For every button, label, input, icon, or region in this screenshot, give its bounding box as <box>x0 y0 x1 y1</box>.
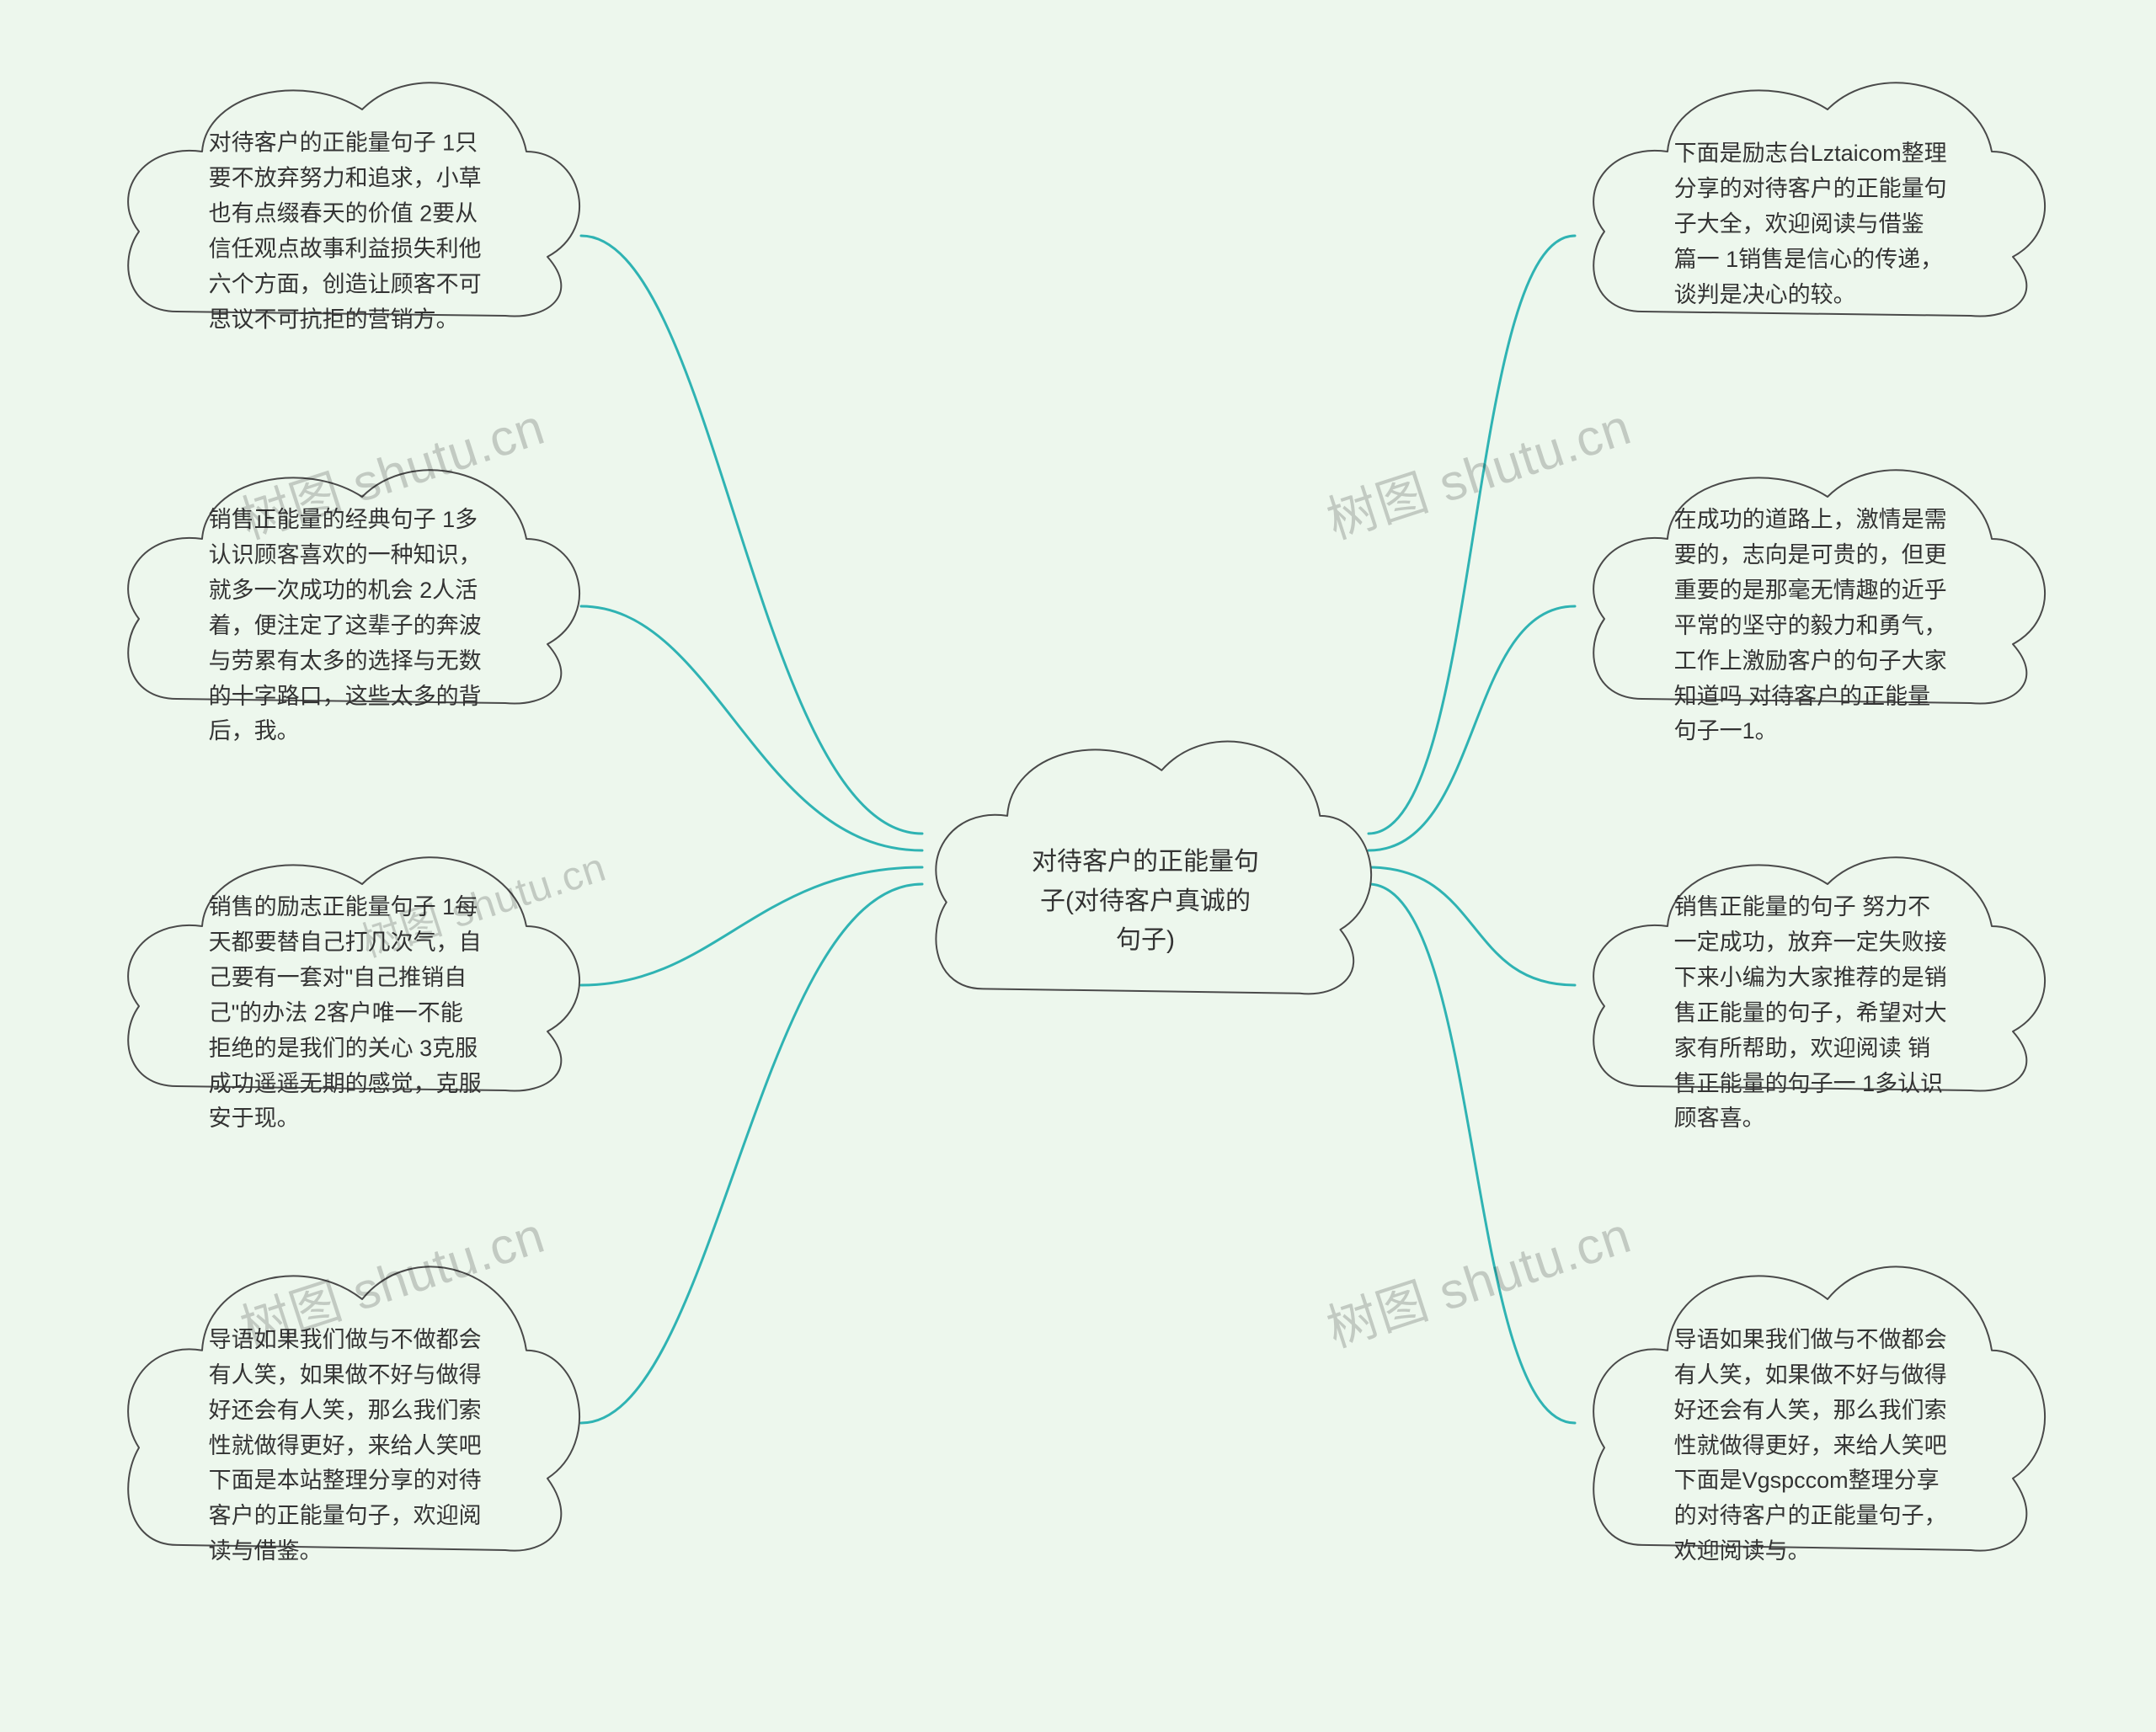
cloud-node-left-2: 销售的励志正能量句子 1每天都要替自己打几次气，自己要有一套对"自己推销自己"的… <box>109 834 581 1145</box>
cloud-node-left-3: 导语如果我们做与不做都会有人笑，如果做不好与做得好还会有人笑，那么我们索性就做得… <box>109 1238 581 1617</box>
cloud-text-right-0: 下面是励志台Lztaicom整理分享的对待客户的正能量句子大全，欢迎阅读与借鉴 … <box>1674 137 1948 313</box>
cloud-node-left-1: 销售正能量的经典句子 1多认识顾客喜欢的一种知识，就多一次成功的机会 2人活着，… <box>109 446 581 758</box>
cloud-text-right-3: 导语如果我们做与不做都会有人笑，如果做不好与做得好还会有人笑，那么我们索性就做得… <box>1674 1323 1948 1569</box>
cloud-text-left-0: 对待客户的正能量句子 1只要不放弃努力和追求，小草也有点缀春天的价值 2要从信任… <box>209 126 483 338</box>
connector-3 <box>581 884 922 1423</box>
cloud-node-left-0: 对待客户的正能量句子 1只要不放弃努力和追求，小草也有点缀春天的价值 2要从信任… <box>109 59 581 370</box>
cloud-node-center: 对待客户的正能量句子(对待客户真诚的句子) <box>918 716 1373 1053</box>
connector-1 <box>581 606 922 850</box>
cloud-text-right-2: 销售正能量的句子 努力不一定成功，放弃一定失败接下来小编为大家推荐的是销售正能量… <box>1674 891 1948 1138</box>
cloud-text-center: 对待客户的正能量句子(对待客户真诚的句子) <box>1032 843 1259 961</box>
cloud-node-right-3: 导语如果我们做与不做都会有人笑，如果做不好与做得好还会有人笑，那么我们索性就做得… <box>1575 1238 2047 1617</box>
cloud-node-right-1: 在成功的道路上，激情是需要的，志向是可贵的，但更重要的是那毫无情趣的近乎平常的坚… <box>1575 446 2047 758</box>
cloud-text-left-1: 销售正能量的经典句子 1多认识顾客喜欢的一种知识，就多一次成功的机会 2人活着，… <box>209 504 483 750</box>
connector-2 <box>581 867 922 985</box>
cloud-text-left-2: 销售的励志正能量句子 1每天都要替自己打几次气，自己要有一套对"自己推销自己"的… <box>209 891 483 1138</box>
connector-0 <box>581 236 922 834</box>
connector-5 <box>1369 606 1575 850</box>
mindmap-canvas: 对待客户的正能量句子(对待客户真诚的句子) 对待客户的正能量句子 1只要不放弃努… <box>0 0 2156 1732</box>
cloud-node-right-2: 销售正能量的句子 努力不一定成功，放弃一定失败接下来小编为大家推荐的是销售正能量… <box>1575 834 2047 1145</box>
connector-6 <box>1369 867 1575 985</box>
connector-4 <box>1369 236 1575 834</box>
connector-7 <box>1369 884 1575 1423</box>
cloud-text-right-1: 在成功的道路上，激情是需要的，志向是可贵的，但更重要的是那毫无情趣的近乎平常的坚… <box>1674 504 1948 750</box>
cloud-node-right-0: 下面是励志台Lztaicom整理分享的对待客户的正能量句子大全，欢迎阅读与借鉴 … <box>1575 59 2047 370</box>
cloud-text-left-3: 导语如果我们做与不做都会有人笑，如果做不好与做得好还会有人笑，那么我们索性就做得… <box>209 1323 483 1569</box>
